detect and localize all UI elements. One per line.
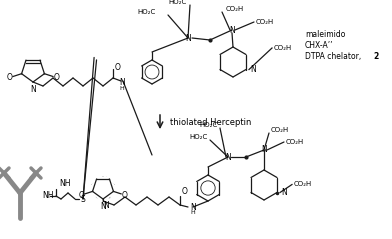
Text: N: N	[119, 77, 125, 87]
Text: O: O	[182, 188, 188, 196]
Text: N: N	[190, 202, 196, 212]
Text: N: N	[100, 202, 106, 211]
Text: CO₂H: CO₂H	[294, 181, 312, 188]
Text: O: O	[78, 191, 84, 200]
Text: HO₂C: HO₂C	[169, 0, 187, 5]
Text: CO₂H: CO₂H	[226, 6, 244, 12]
Text: N: N	[185, 33, 191, 43]
Text: N: N	[30, 85, 36, 94]
Text: CO₂H: CO₂H	[256, 19, 274, 25]
Text: HO₂C: HO₂C	[138, 9, 156, 15]
Text: NH: NH	[59, 179, 71, 189]
Text: HO₂C: HO₂C	[190, 134, 208, 140]
Text: O: O	[122, 191, 128, 200]
Text: maleimido: maleimido	[305, 29, 345, 38]
Text: S: S	[81, 195, 86, 203]
Text: CO₂H: CO₂H	[274, 45, 292, 51]
Text: O: O	[6, 73, 12, 82]
Text: H: H	[120, 86, 124, 91]
Text: O: O	[54, 73, 60, 82]
Text: 2: 2	[373, 51, 378, 60]
Text: thiolated Herceptin: thiolated Herceptin	[170, 118, 251, 126]
Text: N: N	[261, 146, 267, 154]
Text: CO₂H: CO₂H	[286, 139, 304, 145]
Text: NH: NH	[42, 191, 53, 201]
Text: O: O	[115, 63, 121, 71]
Text: DTPA chelator,: DTPA chelator,	[305, 51, 364, 60]
Text: N: N	[103, 201, 109, 211]
Text: N: N	[225, 152, 231, 162]
Text: HO₂C: HO₂C	[200, 122, 218, 128]
Text: N: N	[250, 65, 256, 74]
Text: CHX-A’’: CHX-A’’	[305, 40, 334, 49]
Text: H: H	[190, 211, 195, 216]
Text: N: N	[229, 26, 235, 34]
Text: CO₂H: CO₂H	[271, 127, 289, 133]
Text: N: N	[281, 188, 287, 197]
